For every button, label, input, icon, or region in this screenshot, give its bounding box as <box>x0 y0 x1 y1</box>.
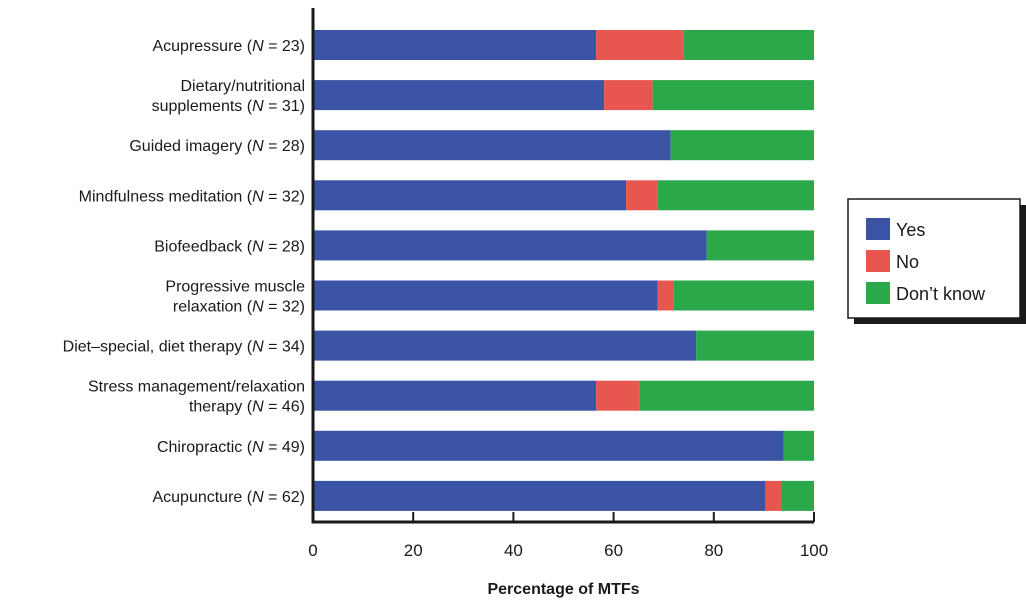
bar-segment-dont-know <box>783 430 814 461</box>
bar-segment-yes <box>313 480 766 511</box>
bar-segment-dont-know <box>683 30 814 60</box>
x-tick-label: 0 <box>308 541 317 560</box>
category-label: Stress management/relaxation <box>88 379 305 396</box>
bar-segment-yes <box>313 130 671 161</box>
legend-swatch-no <box>866 250 890 272</box>
legend-swatch-dont-know <box>866 282 890 304</box>
x-axis-title: Percentage of MTFs <box>487 581 639 598</box>
category-label: therapy (N = 46) <box>189 399 305 416</box>
category-label: supplements (N = 31) <box>152 98 305 115</box>
bar-segment-no <box>626 180 658 211</box>
x-tick-label: 20 <box>404 541 423 560</box>
category-label: Mindfulness meditation (N = 32) <box>79 188 305 205</box>
x-tick-label: 60 <box>604 541 623 560</box>
bar-segment-yes <box>313 430 784 461</box>
bar-segment-yes <box>313 280 658 311</box>
bar-segment-dont-know <box>696 330 814 361</box>
bar-segment-no <box>596 30 684 60</box>
bar-segment-yes <box>313 230 707 261</box>
legend-swatch-yes <box>866 218 890 240</box>
bar-segment-no <box>604 80 653 111</box>
category-label: relaxation (N = 32) <box>173 299 305 316</box>
x-tick-label: 100 <box>800 541 828 560</box>
bar-segment-dont-know <box>652 80 814 111</box>
bar-segment-no <box>596 380 640 411</box>
legend-label-dont-know: Don’t know <box>896 284 986 304</box>
bar-segment-dont-know <box>673 280 814 311</box>
bars-group <box>313 30 814 511</box>
bar-segment-yes <box>313 30 597 60</box>
bar-segment-yes <box>313 80 605 111</box>
legend-label-no: No <box>896 252 919 272</box>
category-label: Guided imagery (N = 28) <box>129 138 305 155</box>
legend-label-yes: Yes <box>896 220 925 240</box>
category-label: Acupressure (N = 23) <box>152 38 305 55</box>
category-label: Biofeedback (N = 28) <box>154 238 305 255</box>
bar-segment-dont-know <box>639 380 814 411</box>
bar-segment-yes <box>313 330 697 361</box>
category-label: Chiropractic (N = 49) <box>157 439 305 456</box>
legend: Yes No Don’t know <box>847 198 1026 324</box>
bar-segment-no <box>657 280 674 311</box>
category-label: Acupuncture (N = 62) <box>152 489 305 506</box>
x-tick-label: 40 <box>504 541 523 560</box>
bar-segment-dont-know <box>657 180 814 211</box>
category-label: Diet–special, diet therapy (N = 34) <box>63 339 305 356</box>
category-label: Progressive muscle <box>165 279 305 296</box>
bar-segment-yes <box>313 180 627 211</box>
bar-segment-dont-know <box>781 480 814 511</box>
bar-segment-dont-know <box>706 230 814 261</box>
x-tick-label: 80 <box>704 541 723 560</box>
bar-segment-yes <box>313 380 597 411</box>
category-label: Dietary/nutritional <box>181 78 306 95</box>
bar-segment-dont-know <box>670 130 814 161</box>
bar-segment-no <box>765 480 782 511</box>
